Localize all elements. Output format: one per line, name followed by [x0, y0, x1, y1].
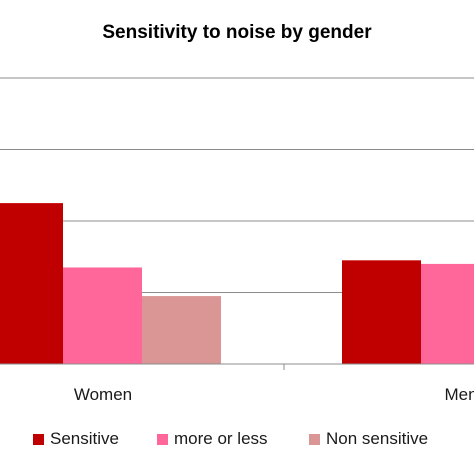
legend-swatch	[309, 433, 320, 445]
legend-label: Sensitive	[50, 429, 119, 448]
legend-swatch	[33, 433, 44, 445]
chart-title: Sensitivity to noise by gender	[102, 22, 372, 43]
category-labels: Women Men	[74, 385, 474, 404]
legend-item-more-or-less: more or less	[157, 429, 268, 449]
legend-swatch	[157, 433, 168, 445]
bar-non-sensitive-women	[142, 296, 221, 364]
legend-item-sensitive: Sensitive	[33, 429, 119, 449]
legend: Sensitive more or less Non sensitive	[0, 426, 474, 452]
category-label-women: Women	[74, 385, 132, 404]
category-label-men: Men	[444, 385, 474, 404]
legend-label: Non sensitive	[326, 429, 429, 448]
bar-sensitive-men	[342, 260, 421, 364]
bar-more-or-less-women	[63, 267, 142, 364]
x-axis	[0, 363, 474, 370]
bar-more-or-less-men	[421, 263, 474, 364]
legend-label: more or less	[174, 429, 268, 448]
legend-item-non-sensitive: Non sensitive	[309, 429, 428, 449]
bars	[0, 203, 474, 364]
bar-sensitive-women	[0, 203, 63, 364]
